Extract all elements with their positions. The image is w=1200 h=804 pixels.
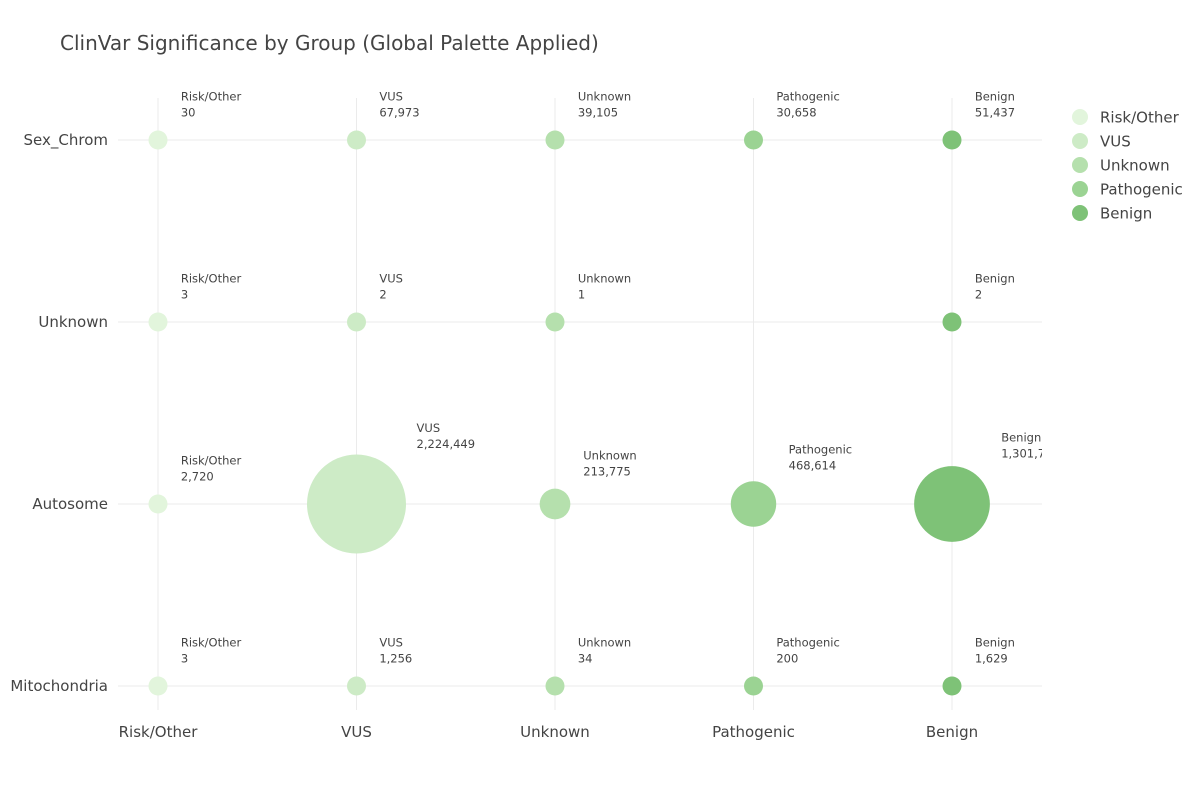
data-label-unknown-unknown: Unknown 1 (578, 271, 631, 301)
bubble-pathogenic-sex-chrom[interactable] (744, 130, 763, 150)
data-label-risk-other-mitochondria: Risk/Other 3 (181, 635, 242, 665)
legend-item-risk-other[interactable]: Risk/Other (1072, 109, 1180, 127)
legend-label-pathogenic: Pathogenic (1100, 181, 1183, 199)
legend-label-vus: VUS (1100, 133, 1131, 151)
bubble-risk-other-mitochondria[interactable] (148, 676, 168, 696)
legend-marker-benign (1072, 205, 1088, 221)
bubble-risk-other-autosome[interactable] (148, 494, 168, 514)
x-tick-benign: Benign (926, 723, 978, 741)
legend-marker-pathogenic (1072, 181, 1088, 197)
data-label-benign-sex-chrom: Benign 51,437 (975, 89, 1015, 119)
data-label-risk-other-autosome: Risk/Other 2,720 (181, 453, 242, 483)
y-tick-sex-chrom: Sex_Chrom (24, 131, 108, 150)
legend[interactable]: Risk/Other VUS Unknown Pathogenic Benign (1072, 109, 1183, 223)
data-label-risk-other-unknown: Risk/Other 3 (181, 271, 242, 301)
legend-marker-risk-other (1072, 109, 1088, 125)
bubble-vus-sex-chrom[interactable] (347, 130, 366, 150)
data-label-pathogenic-sex-chrom: Pathogenic 30,658 (776, 89, 839, 119)
y-tick-autosome: Autosome (32, 495, 108, 513)
bubble-risk-other-sex-chrom[interactable] (148, 130, 168, 150)
data-label-unknown-sex-chrom: Unknown 39,105 (578, 89, 631, 119)
data-label-pathogenic-mitochondria: Pathogenic 200 (776, 635, 839, 665)
bubble-unknown-mitochondria[interactable] (545, 676, 565, 696)
data-label-benign-autosome: Benign 1,301,7 (1001, 430, 1045, 460)
data-labels: Risk/Other 30 Risk/Other 3 Risk/Other 2,720 Ri… (181, 89, 1045, 665)
bubble-vus-unknown[interactable] (347, 312, 366, 332)
y-tick-mitochondria: Mitochondria (10, 677, 108, 695)
legend-label-unknown: Unknown (1100, 157, 1170, 175)
axis-ticks: Risk/Other VUS Unknown Pathogenic Benign Mito… (10, 131, 978, 741)
bubble-risk-other-unknown[interactable] (148, 312, 168, 332)
data-label-unknown-autosome: Unknown 213,775 (583, 449, 636, 479)
data-label-unknown-mitochondria: Unknown 34 (578, 635, 631, 665)
bubble-pathogenic-mitochondria[interactable] (744, 676, 763, 696)
legend-item-unknown[interactable]: Unknown (1072, 157, 1170, 175)
bubble-vus-mitochondria[interactable] (347, 676, 366, 696)
bubble-benign-mitochondria[interactable] (942, 676, 962, 696)
bubble-benign-autosome[interactable] (914, 466, 990, 542)
legend-label-benign: Benign (1100, 205, 1152, 223)
bubble-unknown-unknown[interactable] (545, 312, 565, 332)
bubble-pathogenic-autosome[interactable] (730, 481, 777, 527)
legend-marker-vus (1072, 133, 1088, 149)
grid-lines (118, 98, 1042, 710)
bubble-unknown-sex-chrom[interactable] (545, 130, 565, 150)
bubble-unknown-autosome[interactable] (539, 488, 571, 520)
data-label-vus-unknown: VUS 2 (379, 271, 403, 301)
x-tick-vus: VUS (341, 723, 372, 741)
data-label-benign-unknown: Benign 2 (975, 271, 1015, 301)
x-tick-pathogenic: Pathogenic (712, 723, 795, 741)
data-label-benign-mitochondria: Benign 1,629 (975, 635, 1015, 665)
legend-label-risk-other: Risk/Other (1100, 109, 1180, 127)
x-tick-unknown: Unknown (520, 723, 590, 741)
data-label-vus-autosome: VUS 2,224,449 (417, 421, 476, 451)
y-tick-unknown: Unknown (38, 313, 108, 331)
legend-marker-unknown (1072, 157, 1088, 173)
x-tick-risk-other: Risk/Other (119, 723, 199, 741)
chart-title: ClinVar Significance by Group (Global Pa… (60, 31, 599, 55)
legend-item-pathogenic[interactable]: Pathogenic (1072, 181, 1183, 199)
bubble-vus-autosome[interactable] (307, 454, 406, 554)
data-label-vus-sex-chrom: VUS 67,973 (379, 89, 419, 119)
bubble-benign-sex-chrom[interactable] (942, 130, 962, 150)
data-label-risk-other-sex-chrom: Risk/Other 30 (181, 89, 242, 119)
data-label-vus-mitochondria: VUS 1,256 (379, 635, 412, 665)
bubble-benign-unknown[interactable] (942, 312, 962, 332)
bubbles (148, 130, 990, 696)
legend-item-vus[interactable]: VUS (1072, 133, 1131, 151)
data-label-pathogenic-autosome: Pathogenic 468,614 (789, 443, 852, 473)
legend-item-benign[interactable]: Benign (1072, 205, 1152, 223)
